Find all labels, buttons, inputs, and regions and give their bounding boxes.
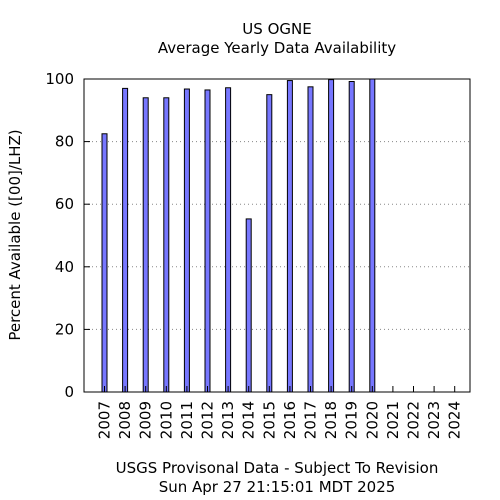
y-tick-label: 40 — [55, 258, 74, 276]
plot-frame — [83, 78, 471, 393]
bar-2014 — [245, 218, 252, 393]
x-tick-label: 2021 — [384, 401, 402, 439]
bar-2015 — [266, 94, 273, 393]
x-ticks: 2007 2008 2009 2010 2011 2012 2013 2014 2015 2016… — [96, 386, 464, 439]
x-tick-label: 2014 — [240, 401, 258, 439]
bar-2016 — [286, 80, 293, 393]
y-tick-label: 20 — [55, 320, 74, 338]
y-ticks: 0 20 40 60 80 100 — [45, 70, 90, 401]
x-tick-label: 2019 — [343, 401, 361, 439]
bar-2009 — [142, 97, 149, 393]
x-tick-label: 2011 — [178, 401, 196, 439]
x-tick-label: 2009 — [137, 401, 155, 439]
bar-2011 — [183, 88, 190, 393]
chart-title: US OGNE — [242, 20, 311, 38]
y-tick-label: 100 — [45, 70, 74, 88]
x-tick-label: 2010 — [157, 401, 175, 439]
x-tick-label: 2013 — [219, 401, 237, 439]
bar-2017 — [307, 86, 314, 393]
x-tick-label: 2024 — [446, 401, 464, 439]
x-tick-label: 2020 — [363, 401, 381, 439]
x-tick-label: 2016 — [281, 401, 299, 439]
y-tick-label: 60 — [55, 195, 74, 213]
bar-2010 — [163, 97, 170, 393]
x-axis-label: USGS Provisonal Data - Subject To Revisi… — [116, 459, 439, 477]
bar-2008 — [122, 87, 129, 393]
x-tick-label: 2017 — [302, 401, 320, 439]
bar-2013 — [225, 87, 232, 393]
bar-2019 — [348, 81, 355, 393]
x-tick-label: 2015 — [260, 401, 278, 439]
bar-2012 — [204, 89, 211, 393]
y-tick-label: 80 — [55, 133, 74, 151]
y-tick-label: 0 — [64, 383, 74, 401]
bar-2020 — [369, 78, 376, 393]
x-tick-label: 2012 — [199, 401, 217, 439]
x-tick-label: 2008 — [116, 401, 134, 439]
bar-2007 — [101, 133, 108, 393]
bars — [101, 78, 376, 393]
y-axis-label: Percent Available ([00]/LHZ) — [6, 129, 24, 340]
x-tick-label: 2007 — [96, 401, 114, 439]
x-tick-label: 2018 — [322, 401, 340, 439]
timestamp-label: Sun Apr 27 21:15:01 MDT 2025 — [159, 478, 396, 496]
gridlines — [84, 78, 470, 330]
chart-subtitle: Average Yearly Data Availability — [158, 39, 396, 57]
x-tick-label: 2022 — [405, 401, 423, 439]
x-tick-label: 2023 — [425, 401, 443, 439]
bar-2018 — [328, 79, 335, 393]
